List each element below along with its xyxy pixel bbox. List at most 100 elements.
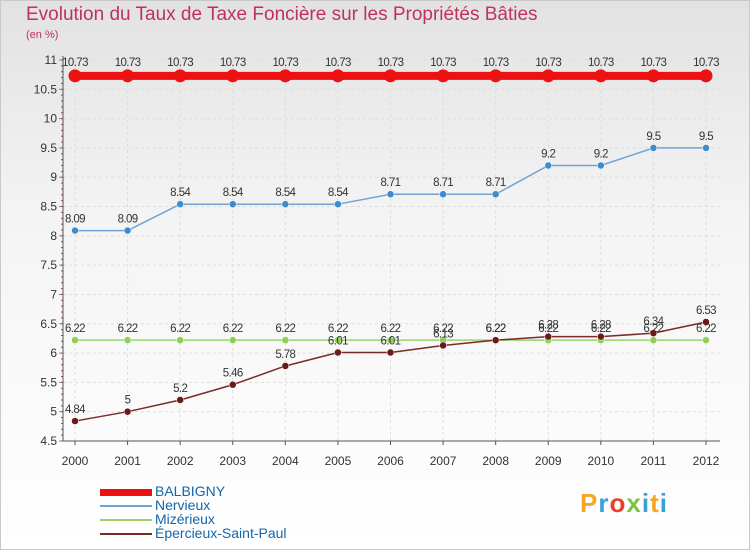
logo-letter: r — [598, 488, 610, 518]
y-tick-label: 4.5 — [40, 434, 57, 448]
data-point-2 — [229, 336, 237, 344]
data-label-0: 10.73 — [693, 57, 719, 69]
y-tick-label: 7 — [50, 287, 57, 301]
data-point-2 — [123, 336, 132, 344]
y-tick-label: 8 — [50, 229, 57, 243]
data-point-3 — [702, 318, 710, 326]
data-point-2 — [386, 336, 395, 344]
data-point-0 — [489, 69, 503, 83]
data-label-0: 10.73 — [378, 57, 404, 69]
data-point-0 — [646, 69, 660, 83]
data-point-3 — [229, 380, 237, 389]
data-point-3 — [597, 332, 605, 341]
legend-swatch-nervieux — [100, 505, 152, 507]
data-point-2 — [176, 336, 184, 344]
data-point-2 — [334, 336, 342, 344]
data-label-2: 6.22 — [433, 323, 453, 335]
legend-swatch-balbigny — [100, 489, 152, 496]
data-label-3: 4.84 — [65, 404, 86, 416]
y-tick-label: 5.5 — [40, 375, 57, 389]
data-point-2 — [71, 336, 79, 344]
data-point-1 — [597, 161, 605, 170]
data-label-2: 6.22 — [538, 323, 558, 335]
data-label-0: 10.73 — [483, 57, 509, 69]
data-point-0 — [278, 69, 292, 83]
y-tick-label: 11 — [45, 53, 58, 67]
legend-swatch-epercieux — [100, 533, 152, 535]
data-label-3: 5.2 — [173, 383, 187, 395]
data-label-0: 10.73 — [535, 57, 561, 69]
data-label-1: 9.2 — [541, 149, 555, 161]
data-point-1 — [71, 226, 79, 235]
data-point-0 — [699, 69, 713, 83]
y-tick-label: 10 — [44, 112, 58, 126]
legend-label-balbigny: BALBIGNY — [155, 483, 226, 499]
data-label-2: 6.22 — [381, 323, 401, 335]
data-label-1: 8.54 — [275, 187, 296, 199]
logo-letter: i — [641, 488, 651, 518]
y-tick-label: 7.5 — [40, 258, 57, 272]
data-label-1: 9.2 — [594, 149, 608, 161]
data-point-1 — [176, 200, 184, 208]
data-point-0 — [331, 69, 345, 83]
data-label-1: 8.71 — [433, 177, 453, 189]
data-point-2 — [281, 336, 290, 344]
legend-label-mizerieux: Mizérieux — [155, 511, 215, 527]
x-tick-label: 2004 — [272, 454, 299, 468]
data-label-0: 10.73 — [220, 57, 246, 69]
x-tick-label: 2010 — [587, 454, 614, 468]
x-tick-label: 2007 — [430, 454, 457, 468]
x-tick-label: 2001 — [114, 454, 141, 468]
proxiti-logo: Proxiti — [580, 488, 668, 519]
data-point-3 — [334, 348, 342, 357]
data-point-3 — [71, 417, 79, 425]
y-tick-label: 6.5 — [40, 317, 57, 331]
x-tick-label: 2009 — [535, 454, 562, 468]
chart-title: Evolution du Taux de Taxe Foncière sur l… — [26, 4, 538, 25]
logo-letter: i — [659, 488, 668, 518]
y-tick-label: 6 — [50, 346, 57, 360]
logo-letter: o — [609, 488, 627, 518]
data-label-1: 8.54 — [170, 187, 191, 199]
y-tick-label: 10.5 — [34, 82, 58, 96]
x-tick-label: 2000 — [62, 454, 89, 468]
data-point-1 — [386, 190, 395, 198]
data-label-3: 5 — [125, 395, 131, 407]
y-tick-label: 8.5 — [40, 200, 57, 214]
data-point-1 — [544, 161, 552, 170]
data-label-1: 9.5 — [699, 131, 713, 143]
legend-label-nervieux: Nervieux — [155, 497, 211, 513]
data-label-1: 9.5 — [646, 131, 660, 143]
data-label-0: 10.73 — [325, 57, 351, 69]
data-label-1: 8.71 — [381, 177, 401, 189]
data-label-0: 10.73 — [62, 57, 88, 69]
data-point-1 — [439, 190, 447, 198]
data-label-3: 6.01 — [328, 335, 348, 347]
data-point-2 — [702, 336, 710, 344]
data-label-3: 5.46 — [223, 368, 243, 380]
data-label-2: 6.22 — [696, 323, 716, 335]
x-tick-label: 2006 — [377, 454, 404, 468]
data-label-2: 6.22 — [643, 323, 663, 335]
x-tick-label: 2008 — [482, 454, 509, 468]
data-point-2 — [649, 336, 658, 344]
data-label-3: 6.28 — [538, 320, 558, 332]
x-tick-label: 2002 — [167, 454, 194, 468]
x-tick-label: 2011 — [641, 454, 667, 468]
data-point-0 — [68, 69, 82, 83]
data-point-1 — [649, 144, 658, 152]
data-label-3: 6.01 — [381, 335, 401, 347]
data-label-2: 6.22 — [65, 323, 85, 335]
data-point-0 — [594, 69, 608, 83]
data-point-3 — [123, 407, 132, 416]
logo-letter: P — [580, 488, 599, 518]
data-label-0: 10.73 — [272, 57, 298, 69]
data-point-0 — [121, 69, 135, 83]
data-point-0 — [384, 69, 397, 83]
data-label-3: 5.78 — [275, 349, 295, 361]
data-label-2: 6.22 — [275, 323, 295, 335]
data-label-2: 6.22 — [223, 323, 243, 335]
data-label-2: 6.22 — [591, 323, 611, 335]
data-label-2: 6.22 — [170, 323, 190, 335]
